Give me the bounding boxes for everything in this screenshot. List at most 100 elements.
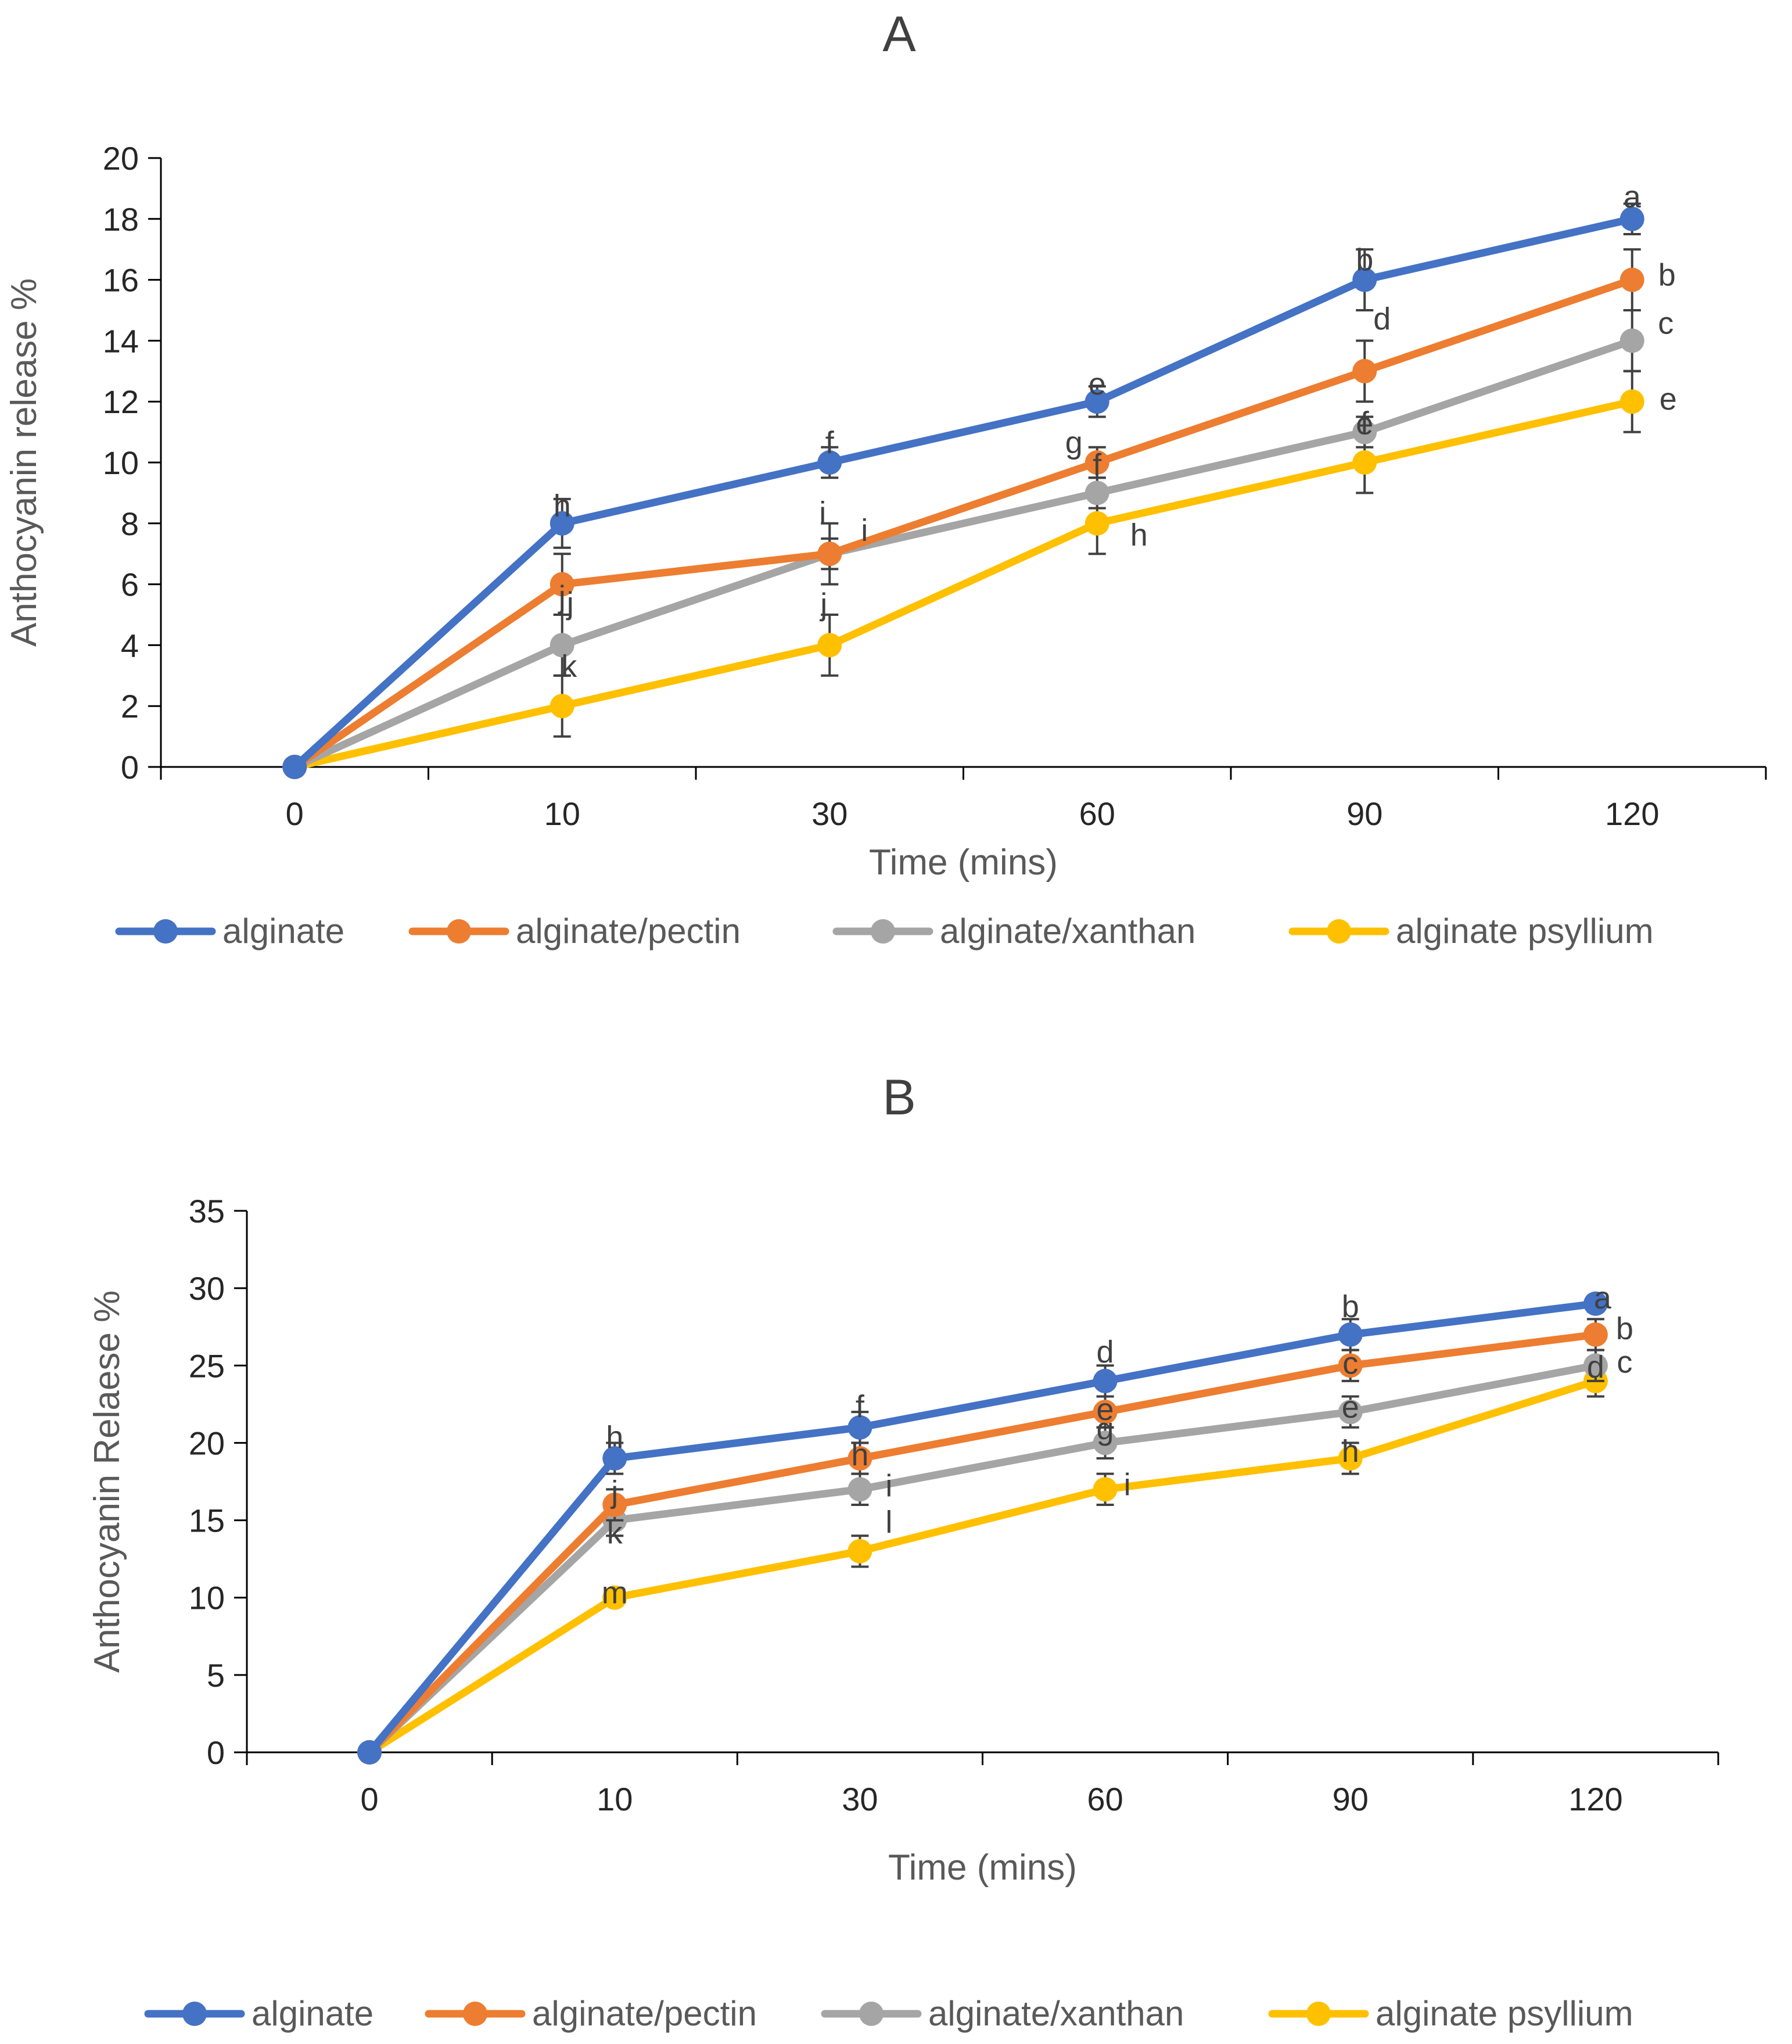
series-alginate-xanthan bbox=[282, 309, 1644, 779]
data-label-alginate-pectin: h bbox=[851, 1437, 868, 1472]
legend-label-alginate-xanthan: alginate/xanthan bbox=[928, 1994, 1184, 2033]
data-point-alginate-xanthan bbox=[1583, 1353, 1608, 1378]
y-tick-label: 25 bbox=[189, 1347, 225, 1384]
y-tick-label: 15 bbox=[189, 1502, 225, 1539]
data-label-alginate-psyllium: h bbox=[1342, 1434, 1359, 1469]
y-tick-label: 35 bbox=[189, 1193, 225, 1229]
data-label-alginate-pectin: b bbox=[1616, 1311, 1633, 1346]
data-label-alginate: a bbox=[1624, 180, 1642, 214]
y-axis-label: Anthocyanin release % bbox=[4, 278, 44, 647]
data-point-alginate bbox=[1583, 1291, 1608, 1316]
data-point-alginate-psyllium bbox=[1093, 1477, 1118, 1502]
data-point-alginate bbox=[1084, 389, 1109, 414]
data-point-alginate-pectin bbox=[1093, 1400, 1118, 1425]
data-point-alginate-psyllium bbox=[550, 694, 574, 719]
y-tick-label: 14 bbox=[103, 322, 139, 359]
x-tick-label: 0 bbox=[361, 1781, 379, 1817]
x-tick-label: 90 bbox=[1346, 795, 1382, 832]
chart-b: B 0 5 10 15 20 25 30 35 0 10 30 60 90 120 Time (mins) An… bbox=[87, 1070, 1719, 2033]
data-label-alginate-psyllium: h bbox=[1130, 518, 1148, 553]
data-label-alginate-psyllium: l bbox=[885, 1505, 892, 1540]
data-point-alginate-xanthan bbox=[1352, 419, 1377, 444]
x-tick-label: 10 bbox=[544, 795, 580, 832]
data-label-alginate-xanthan: f bbox=[1093, 447, 1102, 482]
legend-label-alginate: alginate bbox=[252, 1994, 374, 2033]
y-tick-label: 16 bbox=[103, 262, 139, 299]
data-point-alginate bbox=[1093, 1368, 1118, 1393]
data-label-alginate-xanthan: c bbox=[1617, 1344, 1632, 1379]
data-label-alginate-pectin: j bbox=[558, 580, 566, 615]
legend-label-alginate-pectin: alginate/pectin bbox=[516, 912, 741, 951]
data-point-alginate-psyllium bbox=[1084, 511, 1109, 536]
data-point-alginate bbox=[1338, 1322, 1363, 1347]
data-label-alginate: f bbox=[856, 1389, 865, 1424]
y-tick-label: 18 bbox=[103, 201, 139, 238]
data-label-alginate: e bbox=[1089, 367, 1106, 401]
data-label-alginate: a bbox=[1594, 1281, 1612, 1315]
y-tick-label: 2 bbox=[121, 688, 139, 725]
data-point-alginate-xanthan bbox=[1338, 1400, 1363, 1425]
data-point-alginate-xanthan bbox=[1619, 328, 1644, 353]
legend-marker-alginate bbox=[153, 919, 178, 944]
legend-label-alginate: alginate bbox=[222, 912, 344, 951]
data-point-alginate-pectin bbox=[847, 1446, 872, 1471]
data-point-alginate-xanthan bbox=[847, 1477, 872, 1502]
data-point-alginate bbox=[817, 450, 842, 475]
chart-title: A bbox=[882, 6, 916, 62]
y-tick-label: 8 bbox=[121, 505, 139, 542]
data-point-alginate-psyllium bbox=[847, 1539, 872, 1564]
series-line-alginate-xanthan bbox=[290, 336, 1636, 771]
data-label-alginate-pectin: j bbox=[610, 1475, 618, 1509]
y-tick-label: 12 bbox=[103, 383, 139, 420]
series-line-alginate bbox=[365, 1300, 1600, 1756]
data-point-alginate-psyllium bbox=[602, 1585, 627, 1610]
chart-title: B bbox=[882, 1070, 915, 1125]
legend-label-alginate-psyllium: alginate psyllium bbox=[1396, 912, 1654, 951]
y-tick-label: 6 bbox=[121, 566, 139, 603]
x-tick-label: 0 bbox=[286, 795, 304, 832]
series-line-alginate-psyllium bbox=[365, 1377, 1600, 1756]
data-label-alginate-xanthan: g bbox=[1097, 1411, 1114, 1446]
legend-marker-alginate-pectin bbox=[447, 919, 471, 944]
data-label-alginate-psyllium: e bbox=[1660, 382, 1677, 417]
data-point-alginate-pectin bbox=[602, 1492, 627, 1517]
data-point-alginate-psyllium bbox=[1338, 1446, 1363, 1471]
data-point-alginate-pectin bbox=[1084, 450, 1109, 475]
data-point-alginate-psyllium bbox=[1352, 450, 1377, 475]
data-point-alginate-pectin bbox=[1583, 1322, 1608, 1347]
legend-label-alginate-pectin: alginate/pectin bbox=[532, 1994, 757, 2033]
data-label-alginate: b bbox=[1342, 1289, 1359, 1324]
series-alginate-psyllium bbox=[357, 1364, 1608, 1765]
x-tick-label: 120 bbox=[1568, 1781, 1622, 1817]
x-tick-label: 90 bbox=[1333, 1781, 1369, 1817]
x-tick-label: 120 bbox=[1605, 795, 1659, 832]
data-label-alginate-psyllium: m bbox=[602, 1576, 628, 1611]
data-label-alginate-pectin: c bbox=[1342, 1346, 1358, 1380]
y-tick-label: 4 bbox=[121, 627, 139, 664]
data-label-alginate-xanthan: j bbox=[566, 586, 574, 621]
series-alginate-pectin bbox=[282, 248, 1644, 779]
data-label-alginate-pectin: e bbox=[1097, 1392, 1114, 1427]
data-label-alginate-xanthan: i bbox=[819, 496, 826, 530]
data-point-alginate bbox=[847, 1415, 872, 1440]
legend-label-alginate-psyllium: alginate psyllium bbox=[1376, 1994, 1633, 2033]
data-point-alginate-pectin bbox=[817, 542, 842, 566]
data-label-alginate-xanthan: e bbox=[1356, 407, 1373, 442]
legend-marker-alginate-psyllium bbox=[1306, 2002, 1331, 2026]
data-label-alginate-pectin: i bbox=[861, 513, 868, 548]
series-alginate bbox=[357, 1291, 1608, 1765]
x-tick-label: 10 bbox=[597, 1781, 633, 1817]
data-label-alginate-psyllium: f bbox=[1360, 406, 1370, 440]
data-label-alginate: f bbox=[825, 425, 835, 460]
legend-marker-alginate-psyllium bbox=[1327, 919, 1351, 944]
y-tick-label: 20 bbox=[189, 1425, 225, 1461]
y-tick-label: 5 bbox=[207, 1657, 225, 1694]
x-tick-label: 60 bbox=[1079, 795, 1115, 832]
chart-a: A 0 2 4 6 8 10 12 14 16 18 20 0 10 30 60 90 120 Time (mins… bbox=[4, 6, 1767, 951]
data-label-alginate: h bbox=[554, 489, 571, 523]
series-line-alginate-pectin bbox=[365, 1331, 1600, 1756]
series-line-alginate-psyllium bbox=[290, 397, 1636, 771]
data-point-alginate bbox=[1352, 267, 1377, 292]
data-label-alginate-psyllium: i bbox=[1124, 1467, 1131, 1502]
